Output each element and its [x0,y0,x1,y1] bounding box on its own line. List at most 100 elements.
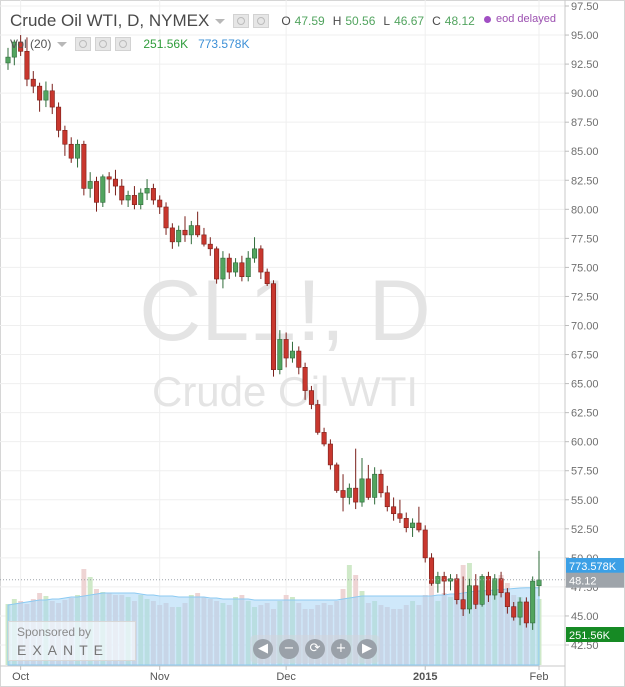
reset-icon[interactable]: ⟳ [305,639,325,659]
price-tick-label: 57.50 [571,466,599,478]
high-key: H [332,14,342,28]
candle-body [239,262,245,278]
close-icon[interactable] [115,37,132,51]
symbol-title[interactable]: Crude Oil WTI, D, NYMEX [10,11,210,30]
candle-body [334,464,340,491]
candle-body [289,350,295,359]
volume-value: 251.56K [143,37,189,51]
price-tick-label: 42.50 [571,640,599,652]
price-tick-label: 87.50 [571,117,599,129]
candle-body [5,56,11,64]
candle-body [429,557,435,584]
candle-body [157,199,163,208]
price-tick-label: 70.00 [571,321,599,333]
eye-icon[interactable] [75,37,92,51]
candle-body [359,478,365,503]
price-axis[interactable]: 97.50 95.00 92.50 90.00 87.50 85.00 82.50 80.00… [564,0,599,687]
high-value: 50.56 [345,14,376,28]
candle-body [435,576,441,584]
candle-body [277,339,283,370]
volume-study-name[interactable]: Vol (20) [10,37,52,51]
candle-body [75,143,81,159]
candle-body [49,90,55,108]
candle-body [233,262,239,273]
candle-body [252,248,258,259]
price-tick-label: 77.50 [571,233,599,245]
candle-body [56,106,62,131]
price-tick-label: 65.00 [571,379,599,391]
candle-body [62,130,68,145]
candle-body [410,522,416,528]
low-value: 46.67 [394,14,425,28]
candle-body [530,580,536,624]
candle-body [226,257,232,273]
candle-body [504,592,510,607]
time-tick-label: Nov [150,671,170,683]
scroll-left-icon[interactable]: ◀ [253,639,273,659]
candle-body [37,85,43,101]
candle-body [112,178,118,187]
last-price-axis-label: 48.12 [569,576,597,588]
volume-ma-axis-label-bg [566,558,624,573]
candle-body [523,601,529,624]
candle-body [346,487,352,498]
candle-body [296,350,302,368]
candle-body [270,283,277,370]
candle-body [24,51,30,80]
zoom-in-icon[interactable]: + [331,639,351,659]
candle-body [403,518,409,528]
eye-icon[interactable] [233,14,250,28]
candle-body [119,185,125,201]
candle-body [43,90,49,101]
settings-icon[interactable] [253,14,270,28]
candle-body [492,578,498,596]
candles [0,35,565,630]
candle-body [536,579,542,587]
candle-body [30,78,36,87]
candle-body [416,522,422,531]
time-axis[interactable]: Oct Nov Dec 2015 Feb [0,665,565,683]
candle-body [258,248,264,273]
candle-body [144,188,150,194]
candle-body [353,487,359,503]
price-tick-label: 97.50 [571,1,599,13]
price-tick-label: 72.50 [571,291,599,303]
candle-body [93,181,100,203]
chevron-down-icon[interactable] [215,18,226,24]
candle-body [485,576,491,596]
last-price-axis-label-bg [566,572,624,588]
price-tick-label: 55.00 [571,495,599,507]
candle-body [473,585,479,605]
candle-body [182,229,188,236]
candle-body [422,529,428,559]
price-tick-label: 82.50 [571,175,599,187]
candle-body [327,443,333,466]
candle-body [207,243,213,250]
sponsor-badge[interactable]: Sponsored by EXANTE [8,621,136,661]
candle-body [214,248,220,280]
chevron-down-icon[interactable] [57,41,68,47]
price-tick-label: 52.50 [571,524,599,536]
candle-body [169,227,175,243]
candle-body [460,599,466,610]
candle-body [150,188,156,201]
candle-body [176,229,182,243]
price-tick-label: 92.50 [571,59,599,71]
price-tick-label: 80.00 [571,204,599,216]
chart-navigation: ◀ − ⟳ + ▶ [250,635,380,663]
price-tick-label: 60.00 [571,437,599,449]
price-tick-label: 62.50 [571,408,599,420]
candle-body [365,478,371,498]
candle-body [131,195,137,205]
candle-body [315,404,321,433]
candle-body [201,234,207,245]
scroll-right-icon[interactable]: ▶ [357,639,377,659]
volume-ma-axis-label: 773.578K [569,561,617,573]
settings-icon[interactable] [95,37,112,51]
price-tick-label: 95.00 [571,30,599,42]
zoom-out-icon[interactable]: − [279,639,299,659]
candle-body [18,41,24,52]
watermark: CL1!, D Crude Oil WTI [139,263,431,415]
candle-body [163,206,169,229]
